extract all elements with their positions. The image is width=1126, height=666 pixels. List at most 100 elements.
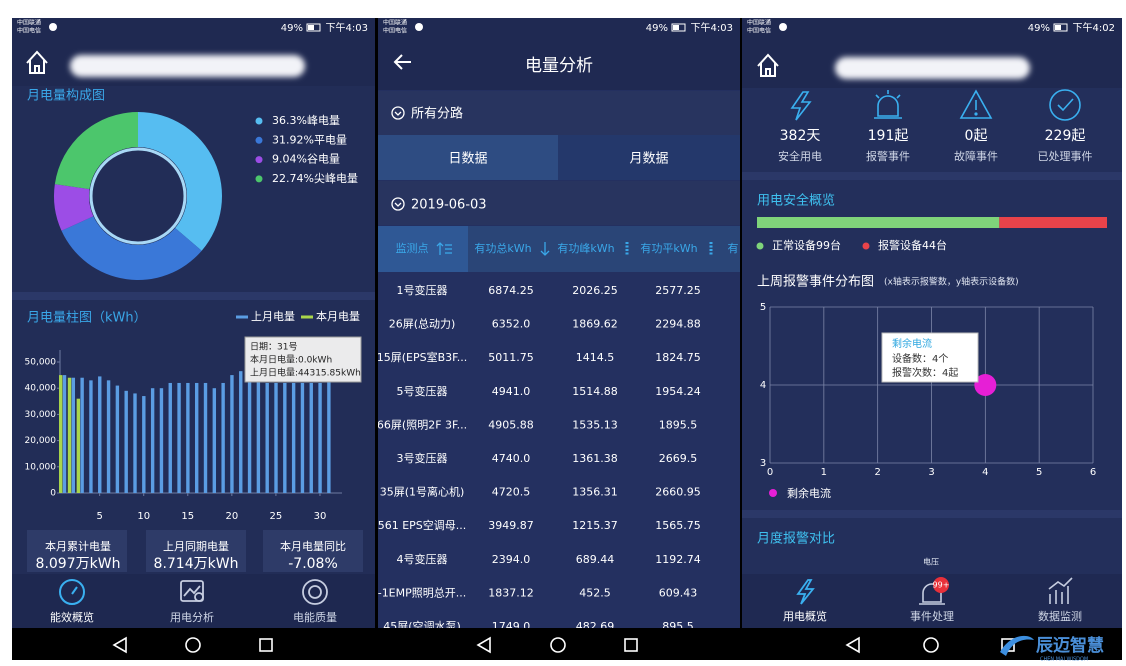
stat-label: 报警事件 xyxy=(866,149,910,163)
table-cell: 26屏(总动力) xyxy=(389,317,456,331)
table-cell: 6352.0 xyxy=(492,318,531,331)
middle-screen xyxy=(378,18,740,628)
bar xyxy=(62,375,67,493)
tooltip-line: 设备数：4个 xyxy=(892,352,948,365)
summary-value: 8.714万kWh xyxy=(154,556,239,572)
bar xyxy=(291,382,296,493)
watermark-logo xyxy=(1000,635,1034,656)
table-cell: 4720.5 xyxy=(492,486,531,499)
nav-icon-gauge[interactable] xyxy=(59,579,85,605)
date-row[interactable] xyxy=(378,181,740,225)
date-label[interactable]: 2019-06-03 xyxy=(411,198,487,213)
home-icon[interactable] xyxy=(26,50,48,74)
nav-badge xyxy=(933,577,949,593)
table-cell: 609.43 xyxy=(659,586,698,599)
x-tick-label: 0 xyxy=(767,467,773,478)
legend-label: 36.3%峰电量 xyxy=(272,114,340,127)
carrier: 中国电信 xyxy=(17,27,41,35)
legend-dot xyxy=(769,489,777,497)
android-nav[interactable] xyxy=(112,636,1015,654)
bar xyxy=(239,371,243,493)
tab-label[interactable]: 日数据 xyxy=(448,152,487,167)
column-header[interactable]: 有功峰kWh xyxy=(557,241,614,255)
watermark-sub: CHEN MAI WISDOM xyxy=(1040,657,1088,663)
x-tick-label: 4 xyxy=(982,467,988,478)
battery-level: 49% xyxy=(1028,23,1050,34)
filter-row[interactable] xyxy=(378,91,740,135)
filter-label[interactable]: 所有分路 xyxy=(411,106,463,122)
bar xyxy=(89,380,93,493)
nav-label[interactable]: 能效概览 xyxy=(50,610,94,624)
x-tick-label: 6 xyxy=(1090,467,1096,478)
nav-label[interactable]: 用电概览 xyxy=(783,609,827,623)
nav-icon-monitor[interactable] xyxy=(1048,577,1073,604)
x-tick-label: 2 xyxy=(874,467,880,478)
stat-label: 已处理事件 xyxy=(1038,150,1093,163)
table-cell: 5011.75 xyxy=(488,351,534,364)
legend-name: 平电量 xyxy=(314,133,347,146)
nav-icon-quality[interactable] xyxy=(302,579,328,605)
nav-label[interactable]: 数据监测 xyxy=(1038,609,1082,623)
column-header[interactable]: 监测点 xyxy=(396,242,429,255)
table-cell: 1215.37 xyxy=(572,519,618,532)
nav-icon-overview[interactable] xyxy=(796,579,815,605)
column-header[interactable]: 有 xyxy=(728,241,739,255)
clock: 下午4:03 xyxy=(326,21,368,34)
y-tick-label: 40,000 xyxy=(25,384,57,394)
legend-value: 22.74% xyxy=(272,172,314,185)
y-tick-label: 30,000 xyxy=(25,410,57,420)
sort-icons[interactable] xyxy=(436,242,713,256)
bar xyxy=(133,393,137,493)
battery-icon xyxy=(671,23,686,32)
y-tick-label: 3 xyxy=(760,458,766,469)
bar xyxy=(203,382,208,493)
tab-label[interactable]: 月数据 xyxy=(629,152,668,167)
page-title: 电量分析 xyxy=(525,56,593,76)
column-header[interactable]: 有功总kWh xyxy=(474,241,531,255)
x-tick-label: 15 xyxy=(181,511,194,522)
tooltip-line: 日期：31号 xyxy=(250,342,297,353)
nav-icon-analysis[interactable] xyxy=(180,580,204,602)
nav-label[interactable]: 电能质量 xyxy=(293,610,337,624)
table-cell: 2394.0 xyxy=(492,553,531,566)
column-header[interactable]: 有功平kWh xyxy=(640,241,697,255)
y-tick-label: 10,000 xyxy=(25,462,57,472)
table-cell: -1EMP照明总开... xyxy=(378,585,467,599)
clock: 下午4:02 xyxy=(1073,21,1115,34)
legend-label: 31.92%平电量 xyxy=(272,133,347,146)
stat-value: 0起 xyxy=(965,128,988,144)
table-cell: 15屏(EPS室B3F... xyxy=(377,350,467,364)
legend-value: 9.04% xyxy=(272,153,307,166)
legend-dot xyxy=(255,136,263,144)
status-icon xyxy=(779,23,787,31)
bar xyxy=(59,375,63,493)
bar xyxy=(309,382,313,493)
bar xyxy=(212,388,217,493)
bar xyxy=(142,396,146,493)
tab-selected[interactable] xyxy=(378,135,558,180)
table-cell: 1824.75 xyxy=(655,351,701,364)
legend-label: 报警设备44台 xyxy=(878,238,947,252)
expand-icon xyxy=(391,106,405,211)
battery-icon xyxy=(306,23,321,32)
table-cell: 1192.74 xyxy=(655,553,701,566)
bar xyxy=(150,388,155,493)
nav-label[interactable]: 用电分析 xyxy=(170,610,214,624)
legend-name: 尖峰电量 xyxy=(314,172,358,185)
home-icon[interactable] xyxy=(757,53,779,77)
nav-label[interactable]: 事件处理 xyxy=(910,610,954,623)
bar xyxy=(80,377,84,493)
y-tick-label: 50,000 xyxy=(25,358,57,368)
header-bg xyxy=(378,18,740,90)
tab[interactable] xyxy=(558,135,740,180)
table-cell: 1895.5 xyxy=(659,418,698,431)
bar xyxy=(327,376,331,493)
stat-label: 安全用电 xyxy=(778,149,822,163)
bar xyxy=(124,390,128,493)
section-title: 月电量构成图 xyxy=(27,89,105,104)
scatter-point xyxy=(974,374,997,396)
bar xyxy=(168,382,172,493)
bar xyxy=(318,382,322,493)
back-arrow[interactable] xyxy=(393,54,411,70)
table-cell: 2577.25 xyxy=(655,284,701,297)
